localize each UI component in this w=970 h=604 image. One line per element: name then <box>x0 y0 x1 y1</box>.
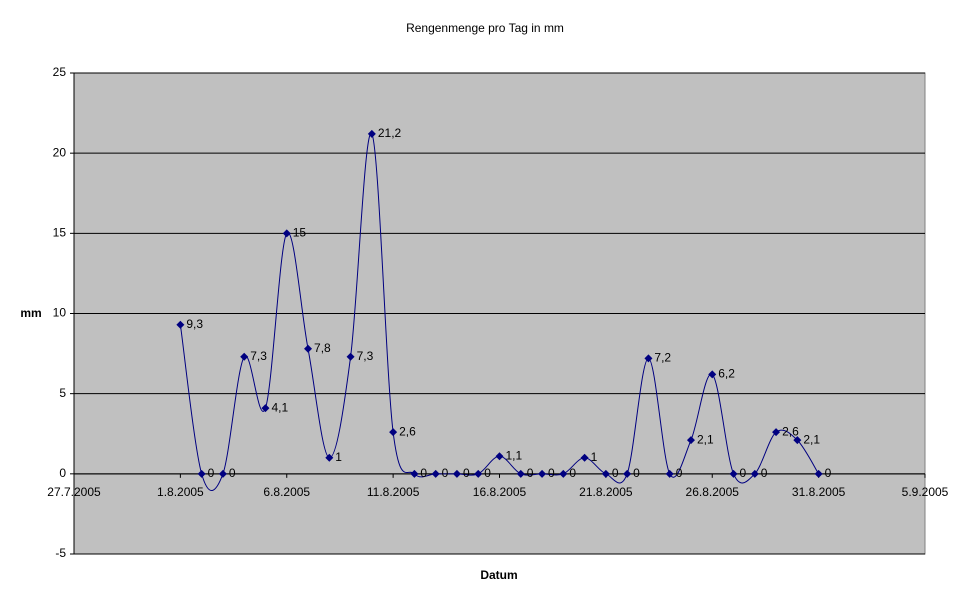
data-point <box>644 354 653 363</box>
data-label: 2,6 <box>399 424 416 438</box>
data-label: 6,2 <box>718 367 735 381</box>
data-label: 0 <box>442 466 449 480</box>
data-point <box>410 469 419 478</box>
y-tick-label: 0 <box>59 466 66 480</box>
data-label: 1 <box>591 450 598 464</box>
x-tick-label: 6.8.2005 <box>263 485 310 499</box>
data-point <box>814 469 823 478</box>
data-line <box>179 133 820 491</box>
data-point <box>729 469 738 478</box>
x-tick-label: 27.7.2005 <box>47 485 101 499</box>
data-label: 2,1 <box>803 432 820 446</box>
data-label: 0 <box>633 466 640 480</box>
data-label: 7,3 <box>250 349 267 363</box>
data-point <box>772 428 781 437</box>
y-tick-label: 5 <box>59 386 66 400</box>
data-point <box>495 452 504 461</box>
data-label: 0 <box>208 466 215 480</box>
x-tick-label: 26.8.2005 <box>686 485 740 499</box>
data-point <box>686 436 695 445</box>
data-point <box>431 469 440 478</box>
data-point <box>261 404 270 413</box>
data-point <box>623 469 632 478</box>
data-label: 0 <box>825 466 832 480</box>
data-point <box>452 469 461 478</box>
x-tick-label: 5.9.2005 <box>902 485 949 499</box>
data-point <box>389 428 398 437</box>
data-label: 1,1 <box>506 448 523 462</box>
data-label: 0 <box>420 466 427 480</box>
data-point <box>304 344 313 353</box>
data-point <box>793 436 802 445</box>
chart-title: Rengenmenge pro Tag in mm <box>406 21 564 35</box>
data-label: 4,1 <box>271 400 288 414</box>
y-tick-label: -5 <box>55 546 66 560</box>
data-point <box>559 469 568 478</box>
x-tick-label: 1.8.2005 <box>157 485 204 499</box>
y-tick-label: 20 <box>53 145 67 159</box>
data-label: 9,3 <box>186 317 203 331</box>
data-point <box>601 469 610 478</box>
x-axis-label: Datum <box>480 568 517 582</box>
data-point <box>516 469 525 478</box>
data-point <box>367 129 376 138</box>
data-label: 0 <box>527 466 534 480</box>
data-label: 7,8 <box>314 341 331 355</box>
data-point <box>708 370 717 379</box>
data-label: 0 <box>569 466 576 480</box>
x-tick-label: 31.8.2005 <box>792 485 846 499</box>
x-tick-label: 21.8.2005 <box>579 485 633 499</box>
data-point <box>325 453 334 462</box>
data-point <box>197 469 206 478</box>
data-label: 0 <box>484 466 491 480</box>
data-label: 0 <box>229 466 236 480</box>
x-tick-label: 16.8.2005 <box>473 485 527 499</box>
data-label: 2,1 <box>697 432 714 446</box>
data-point <box>750 469 759 478</box>
data-point <box>580 453 589 462</box>
data-point <box>218 469 227 478</box>
data-point <box>282 229 291 238</box>
x-tick-label: 11.8.2005 <box>367 485 420 499</box>
data-label: 7,2 <box>654 351 671 365</box>
data-point <box>176 320 185 329</box>
data-point <box>665 469 674 478</box>
data-label: 0 <box>676 466 683 480</box>
data-point <box>240 352 249 361</box>
data-label: 15 <box>293 226 307 240</box>
y-tick-label: 25 <box>53 65 67 79</box>
data-label: 7,3 <box>357 349 374 363</box>
data-label: 2,6 <box>782 424 799 438</box>
y-tick-label: 10 <box>53 306 67 320</box>
data-label: 1 <box>335 450 342 464</box>
data-point <box>538 469 547 478</box>
data-point <box>474 469 483 478</box>
data-label: 0 <box>463 466 470 480</box>
data-label: 0 <box>761 466 768 480</box>
data-label: 0 <box>548 466 555 480</box>
y-tick-label: 15 <box>53 226 67 240</box>
data-label: 0 <box>740 466 747 480</box>
data-label: 0 <box>612 466 619 480</box>
data-label: 21,2 <box>378 126 402 140</box>
data-point <box>346 352 355 361</box>
y-axis-label: mm <box>20 306 41 320</box>
